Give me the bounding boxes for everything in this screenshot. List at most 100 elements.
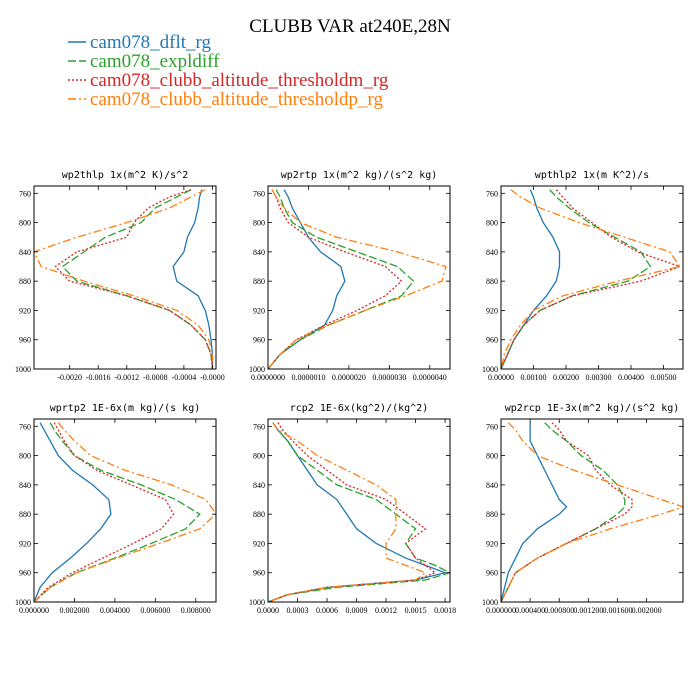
series-line <box>268 422 450 602</box>
y-tick-label: 920 <box>253 539 265 548</box>
y-tick-label: 880 <box>486 510 498 519</box>
x-tick-label: 0.0000040 <box>413 373 447 382</box>
y-tick-label: 840 <box>486 248 498 257</box>
figure-title: CLUBB VAR at240E,28N <box>249 16 451 37</box>
series-group <box>501 189 682 369</box>
y-tick-label: 800 <box>486 219 498 228</box>
x-tick-label: 0.000400 <box>515 606 545 615</box>
panel-title: rcp2 1E-6x(kg^2)/(kg^2) <box>290 403 428 414</box>
y-tick-label: 1000 <box>482 598 498 607</box>
x-tick-label: 0.00200 <box>553 373 579 382</box>
y-tick-label: 760 <box>253 189 265 198</box>
x-tick-label: -0.0008 <box>143 373 168 382</box>
x-tick-label: 0.0000000 <box>251 373 285 382</box>
series-line <box>268 189 403 369</box>
series-line <box>501 422 568 602</box>
x-tick-label: 0.00100 <box>521 373 547 382</box>
y-tick-label: 800 <box>253 452 265 461</box>
series-line <box>34 422 216 602</box>
x-tick-label: 0.000000 <box>486 606 516 615</box>
x-tick-label: 0.001200 <box>573 606 603 615</box>
x-tick-label: 0.0018 <box>434 606 456 615</box>
series-group <box>501 422 683 602</box>
x-tick-label: -0.0020 <box>57 373 82 382</box>
plot-frame <box>500 418 684 603</box>
y-tick-label: 960 <box>19 569 31 578</box>
series-line <box>34 422 175 602</box>
x-tick-label: 0.004000 <box>100 606 130 615</box>
y-tick-label: 880 <box>19 510 31 519</box>
x-tick-label: 0.0000 <box>257 606 279 615</box>
x-tick-label: 0.006000 <box>140 606 170 615</box>
x-tick-label: 0.0009 <box>346 606 368 615</box>
panel-5: rcp2 1E-6x(kg^2)/(kg^2) 760 800 840 880 920 96… <box>249 403 456 615</box>
series-line <box>34 422 201 602</box>
panels: wp2thlp 1x(m^2 K)/s^2 760 800 840 880 920 960 1… <box>15 170 684 615</box>
y-tick-label: 1000 <box>249 365 265 374</box>
legend-entry: cam078_expldiff <box>68 51 220 72</box>
legend-entry: cam078_dflt_rg <box>68 32 212 53</box>
legend-label: cam078_clubb_altitude_thresholdm_rg <box>90 70 389 91</box>
x-tick-label: 0.002000 <box>632 606 662 615</box>
series-line <box>501 189 561 369</box>
y-tick-label: 880 <box>253 277 265 286</box>
x-tick-label: 0.0000010 <box>291 373 325 382</box>
y-tick-label: 840 <box>253 248 265 257</box>
legend-label: cam078_dflt_rg <box>90 32 212 53</box>
panel-4: wprtp2 1E-6x(m kg)/(s kg) 760 800 840 880 920… <box>15 403 217 615</box>
y-tick-label: 920 <box>19 306 31 315</box>
series-line <box>501 422 633 602</box>
panel-title: wpthlp2 1x(m K^2)/s <box>535 170 649 181</box>
y-tick-label: 880 <box>486 277 498 286</box>
panel-2: wp2rtp 1x(m^2 kg)/(s^2 kg) 760 800 840 880 92… <box>249 170 451 382</box>
plot-frame <box>500 185 684 370</box>
x-tick-label: 0.0000020 <box>332 373 366 382</box>
x-tick-label: 0.008000 <box>181 606 211 615</box>
series-line <box>501 422 683 602</box>
series-line <box>268 422 427 602</box>
series-group <box>268 422 450 602</box>
plot-frame <box>33 418 217 603</box>
series-group <box>34 422 216 602</box>
series-line <box>54 189 214 369</box>
series-line <box>268 189 447 369</box>
y-tick-label: 960 <box>253 336 265 345</box>
series-line <box>172 189 214 369</box>
plot-frame <box>33 185 217 370</box>
series-line <box>501 422 626 602</box>
series-group <box>268 189 447 369</box>
legend-entry: cam078_clubb_altitude_thresholdp_rg <box>68 89 384 110</box>
x-tick-label: 0.000800 <box>544 606 574 615</box>
panel-title: wp2thlp 1x(m^2 K)/s^2 <box>62 170 188 181</box>
x-tick-label: 0.00300 <box>586 373 612 382</box>
x-tick-label: 0.0012 <box>375 606 397 615</box>
series-line <box>268 189 346 369</box>
series-line <box>34 189 214 369</box>
y-tick-label: 960 <box>19 336 31 345</box>
y-tick-label: 960 <box>253 569 265 578</box>
panel-6: wp2rcp 1E-3x(m^2 kg)/(s^2 kg) 760 800 840 88… <box>482 403 684 615</box>
plot-frame <box>267 418 451 603</box>
legend-label: cam078_clubb_altitude_thresholdp_rg <box>90 89 384 110</box>
y-tick-label: 960 <box>486 336 498 345</box>
x-tick-label: 0.0003 <box>287 606 309 615</box>
series-line <box>501 189 681 369</box>
y-tick-label: 880 <box>19 277 31 286</box>
y-tick-label: 760 <box>19 422 31 431</box>
x-tick-label: -0.0000 <box>200 373 225 382</box>
series-line <box>34 422 112 602</box>
x-tick-label: -0.0012 <box>114 373 139 382</box>
panel-title: wp2rtp 1x(m^2 kg)/(s^2 kg) <box>281 170 438 181</box>
panel-1: wp2thlp 1x(m^2 K)/s^2 760 800 840 880 920 960 1… <box>15 170 225 382</box>
series-line <box>61 189 214 369</box>
x-tick-label: -0.0016 <box>86 373 111 382</box>
x-tick-label: 0.00000 <box>488 373 514 382</box>
y-tick-label: 800 <box>19 219 31 228</box>
x-tick-label: 0.00400 <box>618 373 644 382</box>
x-tick-label: 0.00500 <box>651 373 677 382</box>
series-line <box>501 189 682 369</box>
y-tick-label: 760 <box>486 422 498 431</box>
y-tick-label: 1000 <box>15 598 31 607</box>
y-tick-label: 920 <box>253 306 265 315</box>
y-tick-label: 840 <box>19 248 31 257</box>
